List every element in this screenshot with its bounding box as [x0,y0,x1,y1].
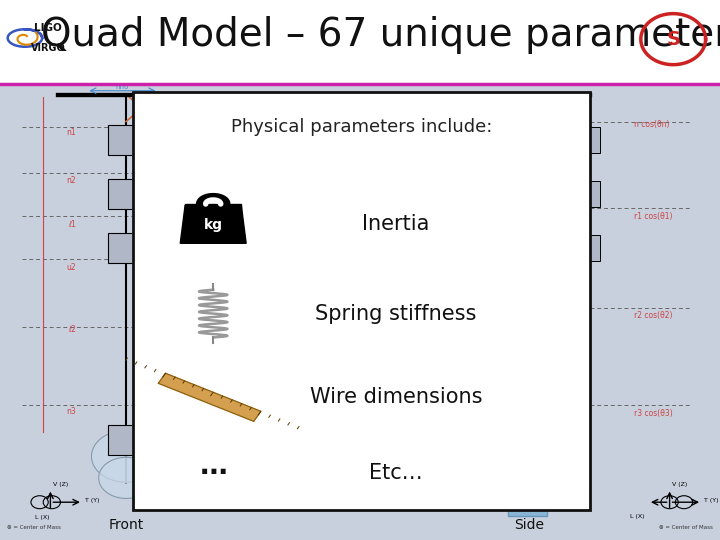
Bar [108,233,143,263]
Bar [133,92,590,510]
Text: T (Y): T (Y) [704,498,719,503]
Bar [108,179,143,209]
Polygon shape [133,86,590,94]
Polygon shape [91,430,161,482]
Text: S: S [666,30,680,49]
Text: LIGO: LIGO [35,23,62,33]
Text: ⋯: ⋯ [199,458,227,487]
Text: T (Y): T (Y) [85,498,99,503]
Text: VIRGO: VIRGO [31,43,66,53]
Text: u2: u2 [66,263,76,272]
Text: ℓ1: ℓ1 [68,220,76,228]
Text: Quad Model – 67 unique parameters: Quad Model – 67 unique parameters [41,16,720,54]
Text: Wire dimensions: Wire dimensions [310,387,482,407]
Text: Inertia: Inertia [362,214,430,234]
Text: Front: Front [109,518,143,532]
Text: kg: kg [204,218,222,232]
Text: ⊗ = Center of Mass: ⊗ = Center of Mass [7,525,61,530]
Text: ℓ2: ℓ2 [68,325,76,334]
Bar [0,84,720,540]
Text: L (X): L (X) [630,515,644,519]
Text: V (Z): V (Z) [53,482,68,487]
Polygon shape [158,373,261,421]
Text: Side: Side [514,518,544,532]
Text: r2 cos(θ2): r2 cos(θ2) [634,312,672,320]
Text: ⊗ = Center of Mass: ⊗ = Center of Mass [659,525,713,530]
Text: Etc…: Etc… [369,463,423,483]
Bar [582,127,600,153]
Text: V (Z): V (Z) [672,482,687,487]
Bar [108,125,143,155]
Text: n1: n1 [66,128,76,137]
Polygon shape [185,204,241,211]
Bar [108,425,143,455]
Text: L (X): L (X) [35,516,49,521]
Text: nn0: nn0 [116,84,129,90]
Text: Spring stiffness: Spring stiffness [315,303,477,323]
Polygon shape [180,205,246,244]
Bar [508,486,547,516]
Bar [582,235,600,261]
Text: r3 cos(θ3): r3 cos(θ3) [634,409,672,417]
Polygon shape [99,457,153,498]
Text: n3: n3 [66,407,76,416]
Text: n2: n2 [66,177,76,185]
Text: Physical parameters include:: Physical parameters include: [231,118,492,137]
Bar [582,181,600,207]
Text: n cos(θn): n cos(θn) [634,120,669,129]
Text: r1 cos(θ1): r1 cos(θ1) [634,212,672,220]
